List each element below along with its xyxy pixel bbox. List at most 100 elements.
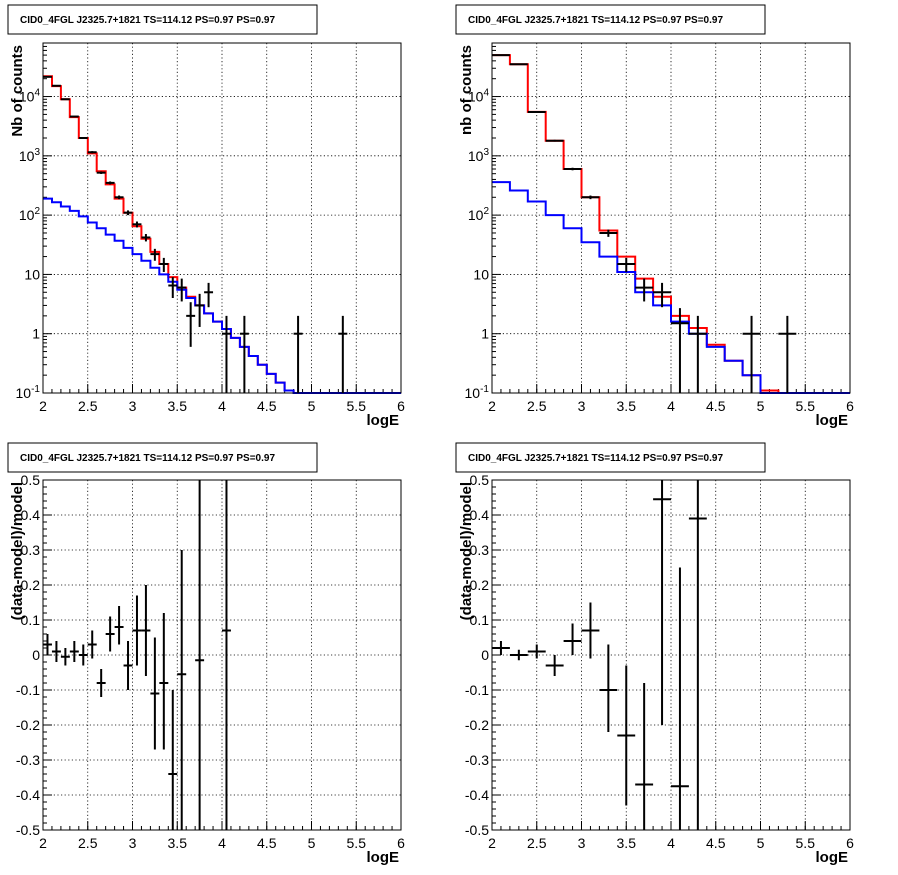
y-tick-label: 0.2 (470, 577, 490, 593)
data-point (159, 613, 169, 750)
y-tick-label: 0.1 (470, 612, 490, 628)
chart-panel-bottom-right: CID0_4FGL J2325.7+1821 TS=114.12 PS=0.97… (455, 442, 854, 866)
x-tick-label: 2 (39, 398, 47, 414)
x-tick-label: 2.5 (527, 398, 547, 414)
data-point (159, 257, 169, 272)
chart-panel-top-left: CID0_4FGL J2325.7+1821 TS=114.12 PS=0.97… (7, 4, 405, 429)
x-tick-label: 3.5 (168, 398, 188, 414)
data-point (150, 248, 160, 261)
y-tick-label: 0.3 (21, 542, 41, 558)
data-point (239, 315, 249, 393)
data-point (132, 595, 142, 666)
data-point (87, 630, 97, 659)
y-tick-label: -0.5 (465, 822, 489, 838)
y-tick-label: -0.1 (465, 682, 489, 698)
x-tick-label: 3 (129, 398, 137, 414)
title-box (455, 4, 766, 35)
y-tick-label: 104 (19, 88, 41, 105)
data-point (195, 293, 205, 327)
y-tick-label: -0.2 (16, 717, 40, 733)
chart-title: CID0_4FGL J2325.7+1821 TS=114.12 PS=0.97… (20, 453, 275, 464)
x-tick-label: 2 (488, 835, 496, 851)
data-point (87, 151, 97, 154)
data-point (150, 637, 160, 750)
y-tick-label: 0.3 (470, 542, 490, 558)
y-tick-label: -0.1 (16, 682, 40, 698)
plot-frame (491, 479, 851, 831)
data-point (69, 641, 79, 662)
y-tick-label: 0.1 (21, 612, 41, 628)
y-axis-label: (data-model)/model (9, 482, 26, 620)
chart-panel-bottom-left: CID0_4FGL J2325.7+1821 TS=114.12 PS=0.97… (7, 442, 405, 866)
x-tick-label: 3 (129, 835, 137, 851)
series-line-blue (492, 181, 850, 394)
y-axis-label: nb of counts (458, 45, 475, 135)
data-point (141, 585, 151, 676)
data-point (599, 644, 618, 732)
data-point (141, 234, 151, 242)
data-point (617, 257, 636, 272)
data-point (563, 167, 582, 171)
data-point (527, 644, 546, 659)
x-tick-label: 3.5 (617, 835, 637, 851)
data-point (527, 110, 546, 113)
x-tick-label: 4.5 (706, 398, 726, 414)
x-tick-label: 5 (308, 835, 316, 851)
y-tick-label: 0.4 (21, 507, 41, 523)
x-tick-label: 6 (846, 835, 854, 851)
x-tick-label: 2.5 (527, 835, 547, 851)
data-point (222, 315, 231, 393)
x-tick-label: 5.5 (796, 398, 816, 414)
x-tick-label: 3.5 (168, 835, 188, 851)
y-tick-label: 0.5 (470, 472, 490, 488)
y-tick-label: -0.4 (465, 787, 489, 803)
title-box (7, 4, 318, 35)
chart-panel-top-right: CID0_4FGL J2325.7+1821 TS=114.12 PS=0.97… (455, 4, 854, 429)
y-tick-label: 103 (19, 147, 41, 164)
data-point (563, 623, 582, 655)
plot-frame (42, 479, 402, 831)
y-axis-label: Nb of counts (9, 45, 26, 137)
data-point (96, 669, 106, 697)
data-point (195, 480, 205, 830)
data-point (177, 278, 187, 302)
data-point (688, 315, 707, 393)
data-point (132, 221, 142, 228)
x-axis-label: logE (816, 849, 849, 866)
y-tick-label: -0.4 (16, 787, 40, 803)
y-tick-label: 10 (24, 266, 40, 282)
data-point (671, 567, 689, 830)
data-point (635, 683, 654, 830)
x-tick-label: 4.5 (706, 835, 726, 851)
x-tick-label: 3 (578, 835, 586, 851)
plot-frame (491, 42, 851, 394)
y-tick-label: 0.4 (470, 507, 490, 523)
data-point (78, 136, 88, 139)
data-point (742, 315, 761, 393)
y-tick-label: -0.3 (16, 752, 40, 768)
data-point (105, 181, 115, 185)
x-tick-label: 4 (667, 398, 675, 414)
data-point (581, 602, 600, 659)
data-point (545, 139, 564, 142)
chart-title: CID0_4FGL J2325.7+1821 TS=114.12 PS=0.97… (20, 15, 275, 26)
data-point (60, 98, 70, 101)
x-tick-label: 2 (488, 398, 496, 414)
data-point (635, 278, 654, 302)
data-point (293, 315, 303, 393)
data-point (581, 195, 600, 200)
title-box (455, 442, 766, 473)
y-tick-label: 10 (473, 266, 489, 282)
plot-frame (42, 42, 402, 394)
x-tick-label: 2.5 (78, 835, 98, 851)
x-tick-label: 4 (218, 398, 226, 414)
data-point (338, 315, 348, 393)
y-tick-label: -0.2 (465, 717, 489, 733)
data-point (222, 480, 231, 830)
x-tick-label: 5.5 (347, 835, 367, 851)
chart-title: CID0_4FGL J2325.7+1821 TS=114.12 PS=0.97… (468, 453, 723, 464)
y-tick-label: -0.5 (16, 822, 40, 838)
y-tick-label: 1 (481, 326, 489, 342)
data-point (688, 480, 707, 830)
data-point (168, 690, 178, 830)
